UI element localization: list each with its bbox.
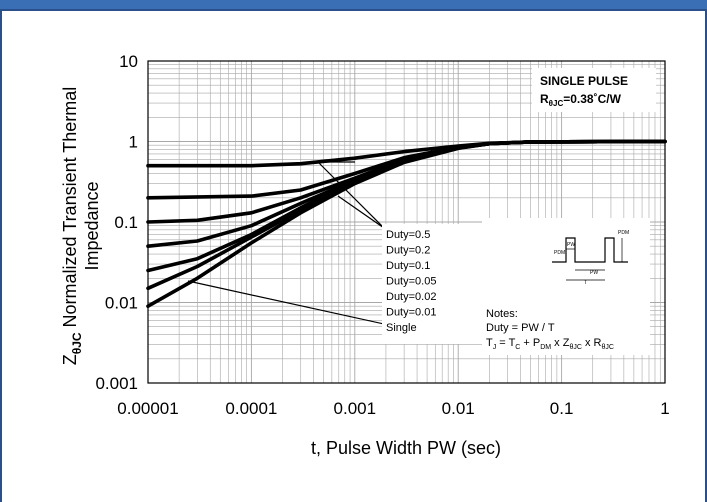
y-tick-label: 0.01: [105, 294, 138, 313]
x-tick-labels: 0.00001 0.0001 0.001 0.01 0.1 1: [117, 399, 669, 418]
single-pulse-title: SINGLE PULSE: [540, 74, 628, 88]
pw-label: PW: [567, 242, 575, 248]
legend-item: Single: [386, 322, 417, 334]
single-pulse-box: SINGLE PULSE RθJC=0.38˚C/W: [532, 68, 656, 112]
notes-tj-formula: TJ = TC + PDM x ZθJC x RθJC: [486, 337, 614, 351]
y-tick-labels: 10 1 0.1 0.01 0.001: [95, 52, 138, 393]
legend-item: Duty=0.1: [386, 260, 430, 272]
x-tick-label: 0.0001: [225, 399, 277, 418]
y-axis-label-line2: Impedance: [82, 181, 102, 270]
notes-title: Notes:: [486, 308, 518, 320]
y-tick-label: 10: [119, 52, 138, 71]
left-border: [0, 11, 2, 502]
legend-item: Duty=0.01: [386, 307, 436, 319]
x-tick-label: 1: [660, 399, 669, 418]
top-border: [0, 9, 707, 11]
x-tick-label: 0.01: [442, 399, 475, 418]
leader-duty-mid: [337, 195, 385, 229]
y-tick-label: 0.1: [114, 213, 138, 232]
t-label: T: [584, 280, 587, 286]
legend-item: Duty=0.5: [386, 229, 430, 241]
x-tick-label: 0.00001: [117, 399, 178, 418]
pw-span-label: PW: [590, 270, 598, 276]
y-axis-label: ZθJC Normalized Transient Thermal Impeda…: [60, 87, 102, 366]
r-theta-jc-value: RθJC=0.38˚C/W: [540, 92, 622, 108]
y-tick-label: 0.001: [95, 374, 138, 393]
pulse-diagram: PW PDM PDM PW T: [552, 230, 629, 286]
dm-label: PDM: [554, 250, 565, 256]
series-line-6: [146, 139, 667, 309]
x-tick-label: 0.001: [334, 399, 377, 418]
x-axis-label: t, Pulse Width PW (sec): [311, 438, 501, 458]
plot-frame: [147, 60, 666, 384]
x-tick-label: 0.1: [550, 399, 574, 418]
legend-item: Duty=0.2: [386, 245, 430, 257]
legend: Duty=0.5 Duty=0.2 Duty=0.1 Duty=0.05 Duty=0.…: [382, 224, 482, 344]
notes-duty: Duty = PW / T: [486, 322, 555, 334]
leader-single: [187, 280, 385, 325]
legend-leaders: [187, 161, 385, 325]
right-border: [705, 11, 707, 502]
legend-item: Duty=0.05: [386, 276, 436, 288]
y-axis-label-line1: ZθJC Normalized Transient Thermal: [60, 87, 84, 366]
legend-item: Duty=0.02: [386, 291, 436, 303]
notes-box: PW PDM PDM PW T Notes: Duty = PW / T TJ …: [482, 218, 650, 355]
curves: [146, 139, 667, 309]
pdm-label: PDM: [618, 230, 629, 236]
y-tick-label: 1: [129, 133, 138, 152]
title-bar: [0, 0, 707, 9]
leader-duty: [317, 161, 385, 229]
